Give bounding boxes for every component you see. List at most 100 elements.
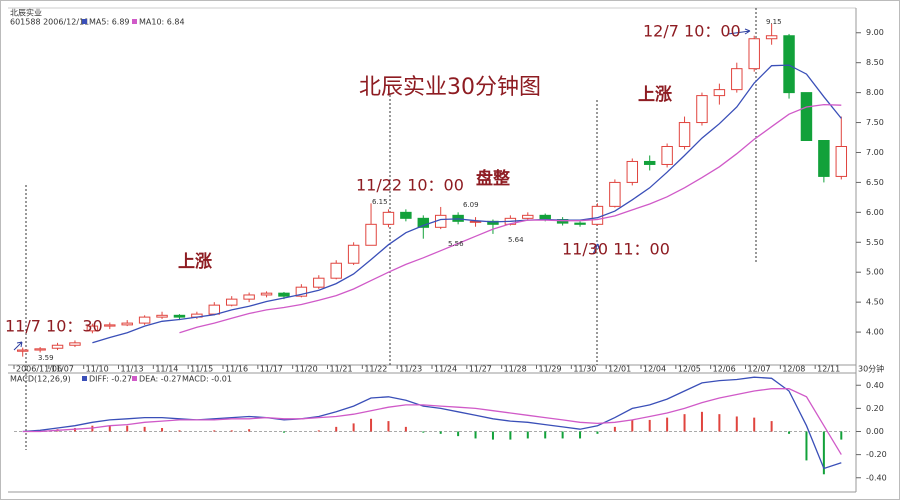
macd-bar <box>770 421 773 432</box>
panel-header: MACD(12,26,9) <box>10 375 71 384</box>
macd-bar <box>579 431 582 439</box>
macd-bar <box>474 431 477 439</box>
y-tick-label: 0.20 <box>866 404 884 413</box>
y-tick-label: 8.50 <box>866 58 884 67</box>
candle-body <box>400 211 412 219</box>
candle-body <box>591 205 604 225</box>
macd-bar <box>840 431 843 440</box>
macd-bar <box>248 429 251 432</box>
macd-bar <box>143 426 146 432</box>
x-tick-label: 12/11 <box>817 365 840 374</box>
macd-bar <box>352 423 355 432</box>
annotation: 11/30 11：00 <box>562 240 670 259</box>
x-tick-label: 11/28 <box>504 365 527 374</box>
x-tick-label: 11/29 <box>539 365 562 374</box>
candle-body <box>748 38 760 70</box>
x-tick-label: 2006/11/06 <box>16 365 62 374</box>
macd-bar <box>161 428 164 432</box>
y-tick-label: 6.00 <box>866 208 884 217</box>
candle-body <box>121 322 133 326</box>
macd-bar <box>805 431 808 461</box>
macd-bar <box>509 431 512 440</box>
macd-bar <box>718 414 721 432</box>
candle-body <box>295 286 308 297</box>
macd-bar <box>788 431 791 434</box>
annotation: 11/22 10：00 <box>356 176 464 195</box>
x-tick-label: 12/05 <box>678 365 701 374</box>
candle-body <box>417 217 430 228</box>
price-label: 9.15 <box>766 18 782 26</box>
macd-bar <box>422 431 425 433</box>
x-tick-label: 12/06 <box>713 365 736 374</box>
y-tick-label: 9.00 <box>866 28 884 37</box>
candle-body <box>208 304 221 315</box>
arrow <box>13 341 23 351</box>
macd-bar <box>491 431 494 440</box>
macd-bar <box>526 431 529 439</box>
candle-body <box>713 89 726 97</box>
arrow <box>592 243 600 255</box>
candle-body <box>731 68 743 91</box>
candle-body <box>104 324 116 327</box>
legend-entry: MA5: 6.89 <box>89 18 130 27</box>
legend-entry: MACD: -0.01 <box>182 375 232 384</box>
macd-bar <box>317 430 320 432</box>
y-tick-label: 7.50 <box>866 118 884 127</box>
macd-bar <box>735 416 738 432</box>
candle-body <box>765 35 778 40</box>
legend-entry: DEA: -0.27 <box>139 375 181 384</box>
x-tick-label: 12/01 <box>608 365 631 374</box>
macd-bar <box>335 426 338 432</box>
candle-body <box>818 140 830 177</box>
candle-body <box>16 349 29 352</box>
macd-bar <box>178 430 181 432</box>
x-tick-label: 11/14 <box>155 365 178 374</box>
candle-body <box>347 244 360 264</box>
y-tick-label: 7.00 <box>866 148 884 157</box>
macd-bar <box>213 430 216 432</box>
candle-body <box>173 314 186 318</box>
candle-body <box>330 262 342 279</box>
macd-bar <box>439 431 442 434</box>
line-series <box>92 64 842 344</box>
line-series <box>22 388 842 455</box>
candle-body <box>522 214 534 219</box>
candle-body <box>643 160 656 165</box>
candle-body <box>678 122 691 147</box>
macd-bar <box>613 426 616 432</box>
macd-bar <box>561 431 564 439</box>
macd-bar <box>822 431 825 475</box>
macd-bar <box>230 430 233 432</box>
x-tick-label: 12/04 <box>643 365 666 374</box>
annotation: 盘整 <box>476 168 510 189</box>
candle-body <box>800 92 813 142</box>
x-tick-label: 11/23 <box>399 365 422 374</box>
macd-bar <box>387 421 390 432</box>
x-tick-label: 11/07 <box>51 365 74 374</box>
candle-body <box>86 325 99 332</box>
candle-body <box>278 292 290 297</box>
x-axis-label: 30分钟 <box>858 364 884 374</box>
price-label: 5.56 <box>448 240 464 248</box>
legend-swatch <box>132 19 137 24</box>
x-tick-label: 11/17 <box>260 365 283 374</box>
y-tick-label: 4.50 <box>866 298 884 307</box>
candle-body <box>661 145 673 165</box>
macd-bar <box>126 425 129 432</box>
macd-bar <box>596 431 599 434</box>
x-tick-label: 11/20 <box>295 365 318 374</box>
legend-entry: DIFF: -0.27 <box>89 375 132 384</box>
candle-body <box>574 222 586 225</box>
candle-body <box>783 35 795 94</box>
y-tick-label: 5.50 <box>866 238 884 247</box>
macd-bar <box>404 426 407 432</box>
candle-body <box>138 316 151 324</box>
candle-body <box>156 314 168 318</box>
arrows <box>13 28 751 351</box>
price-label: 6.09 <box>463 201 479 209</box>
arrow <box>727 28 751 35</box>
legend-swatch <box>132 376 137 381</box>
y-tick-label: 0.00 <box>866 427 884 436</box>
